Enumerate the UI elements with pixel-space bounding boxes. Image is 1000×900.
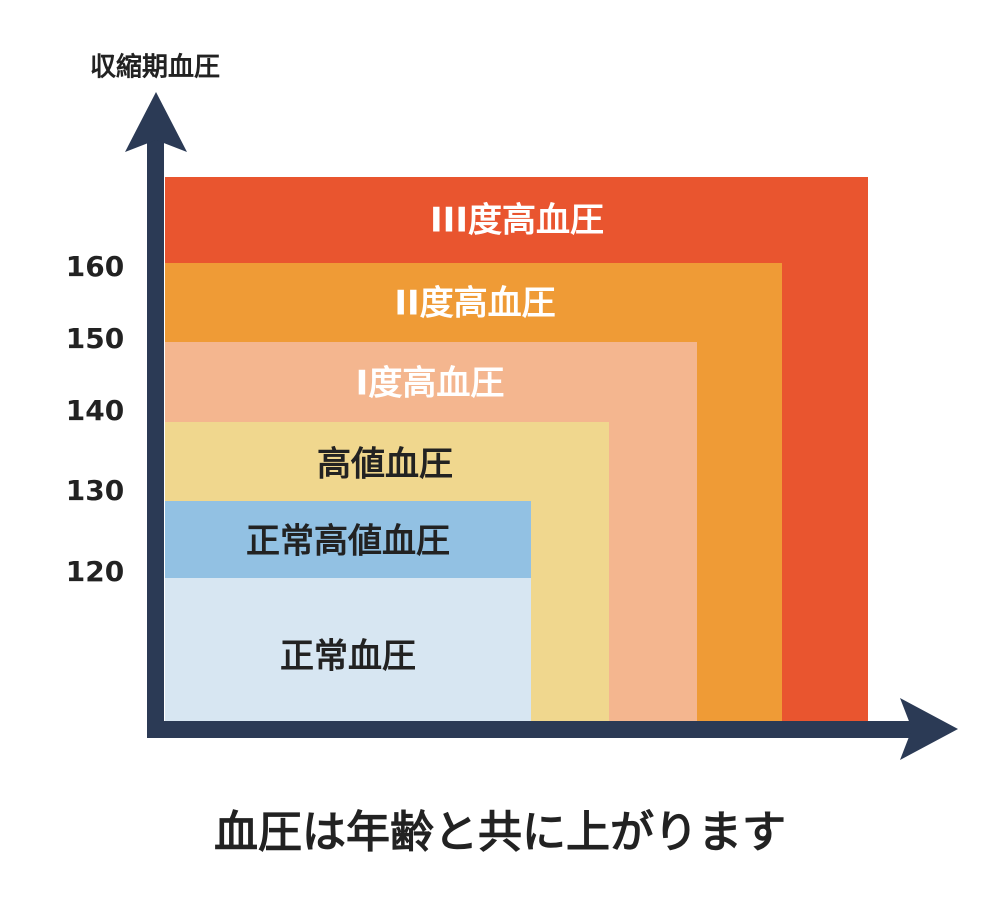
y-tick-label: 140 [66, 394, 124, 427]
zone-label: 正常高値血圧 [246, 522, 450, 562]
zone-label: I度高血圧 [356, 364, 505, 404]
y-arrow [125, 92, 187, 152]
caption: 血圧は年齢と共に上がります [214, 807, 786, 858]
zone [165, 578, 531, 722]
zone-label: 高値血圧 [317, 445, 453, 485]
y-axis [147, 120, 164, 738]
y-tick-label: 130 [66, 474, 124, 507]
zone-label: 正常血圧 [280, 637, 416, 677]
y-tick-label: 120 [66, 555, 124, 588]
x-arrow [900, 698, 958, 760]
x-axis [147, 721, 937, 738]
y-axis-label: 収縮期血圧 [90, 52, 220, 83]
y-tick-label: 160 [66, 250, 124, 283]
y-tick-label: 150 [66, 322, 124, 355]
zone-label: II度高血圧 [394, 284, 555, 324]
zone-label: III度高血圧 [430, 201, 604, 241]
axes [125, 92, 958, 760]
